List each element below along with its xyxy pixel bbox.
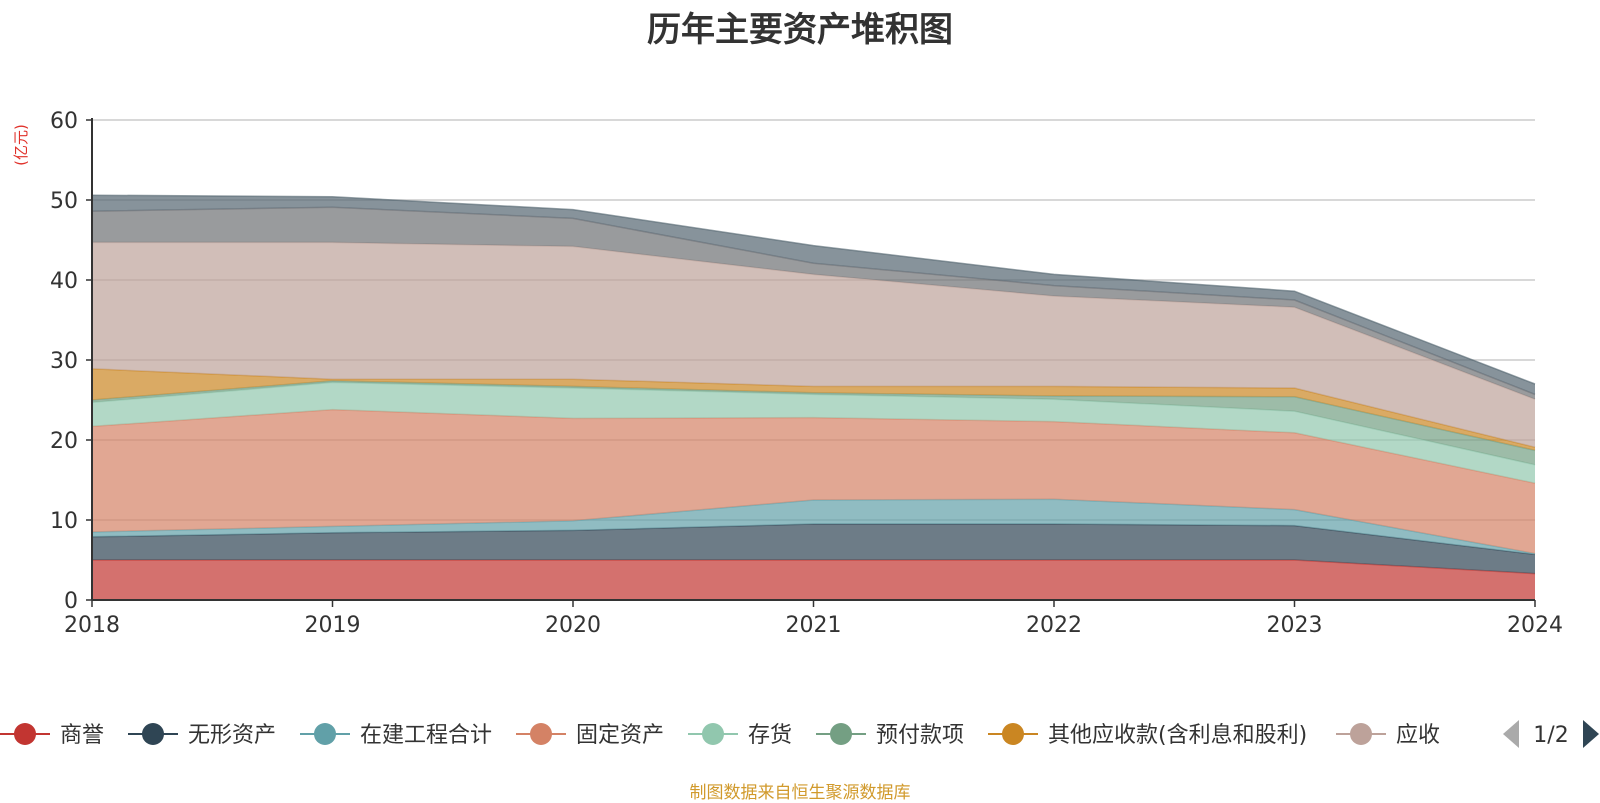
area-series-8: [92, 207, 1535, 400]
y-tick-label: 0: [64, 589, 78, 614]
legend-label: 存货: [748, 723, 792, 748]
legend-label: 其他应收款(含利息和股利): [1048, 723, 1307, 748]
legend-dot-icon: [314, 723, 336, 745]
legend-item[interactable]: 固定资产: [516, 723, 664, 748]
legend-dot-icon: [702, 723, 724, 745]
legend-dot-icon: [530, 723, 552, 745]
legend-label: 应收: [1396, 723, 1440, 748]
y-tick-label: 10: [50, 509, 78, 534]
area-series-6: [92, 368, 1535, 451]
legend-label: 无形资产: [188, 723, 276, 748]
legend-item[interactable]: 其他应收款(含利息和股利): [988, 723, 1307, 748]
axes: 0 10 20 30 40 50 60 2018 2019 2020 2021 2022 2023 202…: [50, 109, 1563, 638]
chart-title: 历年主要资产堆积图: [647, 10, 953, 50]
area-series-edge-9: [91, 194, 1536, 385]
legend-item[interactable]: 无形资产: [128, 723, 276, 748]
legend-item[interactable]: 存货: [688, 723, 792, 748]
area-series-0: [92, 560, 1535, 600]
area-series-9: [92, 195, 1535, 395]
area-series-2: [92, 499, 1535, 555]
area-series-3: [92, 409, 1535, 554]
legend-next-page-icon[interactable]: [1583, 720, 1599, 748]
y-tick-label: 20: [50, 429, 78, 454]
y-tick-label: 60: [50, 109, 78, 134]
y-tick-label: 50: [50, 189, 78, 214]
legend-item[interactable]: 在建工程合计: [300, 723, 492, 748]
y-tick-label: 40: [50, 269, 78, 294]
legend-dot-icon: [830, 723, 852, 745]
x-tick-label: 2021: [786, 613, 842, 638]
x-tick-label: 2024: [1507, 613, 1563, 638]
area-series-7: [92, 242, 1535, 448]
x-tick-label: 2023: [1267, 613, 1323, 638]
area-series-layer: [91, 194, 1536, 600]
x-tick-label: 2018: [64, 613, 120, 638]
legend-dot-icon: [14, 723, 36, 745]
legend-item[interactable]: 应收: [1336, 723, 1440, 748]
legend-label: 固定资产: [576, 723, 664, 748]
legend-label: 商誉: [60, 723, 104, 748]
legend: 商誉 无形资产 在建工程合计 固定资产 存货 预付款项 其他应收款(含利息和股利) 应收 1/2: [0, 720, 1599, 748]
x-tick-label: 2019: [305, 613, 361, 638]
y-tick-label: 30: [50, 349, 78, 374]
legend-page-indicator: 1/2: [1533, 723, 1568, 748]
x-tick-label: 2022: [1026, 613, 1082, 638]
y-axis-label: (亿元): [12, 124, 30, 166]
legend-label: 在建工程合计: [360, 723, 492, 748]
legend-item[interactable]: 商誉: [0, 723, 104, 748]
area-series-4: [92, 382, 1535, 484]
legend-dot-icon: [142, 723, 164, 745]
area-series-1: [92, 524, 1535, 574]
legend-item[interactable]: 预付款项: [816, 723, 964, 748]
data-source-note: 制图数据来自恒生聚源数据库: [689, 783, 911, 803]
legend-prev-page-icon[interactable]: [1503, 720, 1519, 748]
legend-label: 预付款项: [876, 723, 964, 748]
legend-dot-icon: [1350, 723, 1372, 745]
legend-dot-icon: [1002, 723, 1024, 745]
area-series-5: [92, 380, 1535, 465]
x-tick-label: 2020: [545, 613, 601, 638]
